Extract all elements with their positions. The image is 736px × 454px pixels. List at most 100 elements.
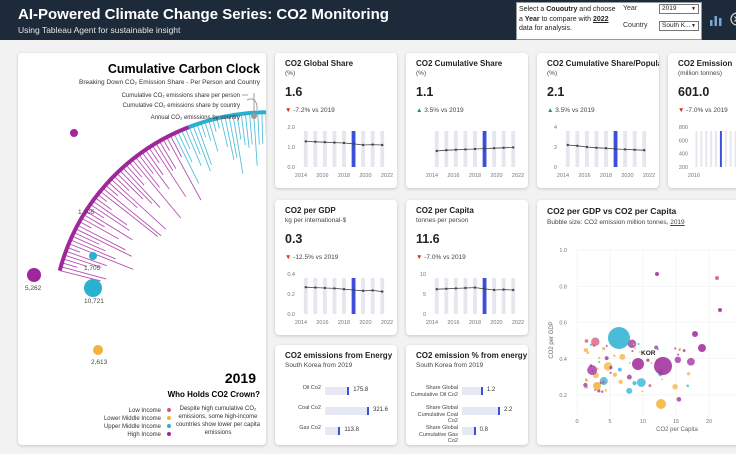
clock-bubble[interactable] bbox=[84, 279, 102, 297]
scatter-point[interactable] bbox=[585, 386, 589, 389]
scatter-point[interactable] bbox=[677, 353, 680, 356]
year-select[interactable]: 2019 ▼ bbox=[659, 4, 699, 14]
scatter-point[interactable] bbox=[605, 345, 608, 348]
scatter-point[interactable] bbox=[598, 356, 601, 360]
kpi-card[interactable]: CO2 Emission (million tonnes) 601.0 ▼ -7… bbox=[668, 53, 736, 188]
scatter-point[interactable] bbox=[586, 351, 590, 355]
kpi-bar[interactable] bbox=[729, 131, 732, 167]
scatter-point[interactable] bbox=[631, 350, 634, 353]
scatter-point[interactable] bbox=[612, 372, 618, 377]
scatter-point[interactable] bbox=[593, 382, 601, 390]
clock-bubble[interactable] bbox=[93, 345, 103, 355]
scatter-point[interactable] bbox=[646, 358, 650, 362]
scatter-point[interactable] bbox=[633, 347, 636, 350]
scatter-point[interactable] bbox=[654, 345, 659, 350]
scatter-point[interactable] bbox=[589, 343, 592, 346]
scatter-point[interactable] bbox=[613, 354, 616, 357]
scatter-point[interactable] bbox=[617, 367, 622, 372]
scatter-point[interactable] bbox=[718, 308, 722, 312]
kpi-bar[interactable] bbox=[511, 278, 516, 314]
scatter-point[interactable] bbox=[656, 348, 660, 351]
scatter-point[interactable] bbox=[584, 339, 589, 343]
scatter-point[interactable] bbox=[619, 353, 626, 360]
kpi-bar[interactable] bbox=[734, 131, 736, 167]
scatter-point[interactable] bbox=[648, 384, 652, 388]
scatter-point[interactable] bbox=[585, 378, 589, 382]
scatter-point[interactable] bbox=[632, 381, 637, 386]
scatter-point[interactable] bbox=[592, 344, 596, 347]
kpi-bar[interactable] bbox=[322, 131, 327, 167]
scatter-point[interactable] bbox=[632, 358, 644, 370]
kpi-bar[interactable] bbox=[380, 131, 385, 167]
scatter-point[interactable] bbox=[636, 378, 646, 387]
kpi-bar[interactable] bbox=[370, 278, 375, 314]
scatter-point[interactable] bbox=[608, 327, 630, 349]
scatter-point[interactable] bbox=[601, 390, 604, 393]
kpi-bar[interactable] bbox=[361, 278, 366, 314]
scatter-point[interactable] bbox=[618, 379, 623, 385]
scatter-point[interactable] bbox=[584, 386, 587, 389]
scatter-point[interactable] bbox=[596, 367, 599, 370]
kpi-bar[interactable] bbox=[719, 131, 722, 167]
energy-row[interactable]: Coal Co2 321.6 bbox=[275, 403, 397, 419]
scatter-point[interactable] bbox=[682, 349, 686, 352]
kpi-bar[interactable] bbox=[313, 131, 318, 167]
kpi-bar[interactable] bbox=[584, 131, 589, 167]
energy-row[interactable]: Share Global Cumulative Coal Co2 2.2 bbox=[406, 403, 528, 424]
energy-row[interactable]: Gas Co2 113.8 bbox=[275, 423, 397, 439]
scatter-point[interactable] bbox=[676, 396, 682, 402]
country-select[interactable]: South K... ▼ bbox=[659, 21, 699, 31]
kpi-bar[interactable] bbox=[715, 131, 717, 167]
scatter-point[interactable] bbox=[587, 365, 598, 376]
kpi-bar[interactable] bbox=[342, 131, 346, 167]
kpi-card[interactable]: CO2 Cumulative Share/Population (%) 2.1 … bbox=[537, 53, 659, 188]
scatter-point[interactable] bbox=[674, 347, 677, 350]
kpi-bar[interactable] bbox=[473, 278, 477, 314]
kpi-bar[interactable] bbox=[463, 278, 468, 314]
scatter-point[interactable] bbox=[609, 366, 613, 370]
energy-row[interactable]: Share Global Cumulative Gas Co2 0.8 bbox=[406, 423, 528, 444]
kpi-bar[interactable] bbox=[380, 278, 385, 314]
kpi-bar[interactable] bbox=[565, 131, 570, 167]
kpi-bar[interactable] bbox=[434, 131, 439, 167]
scatter-point[interactable] bbox=[650, 362, 653, 365]
kpi-bar[interactable] bbox=[642, 131, 647, 167]
energy-row[interactable]: Oil Co2 175.8 bbox=[275, 383, 397, 399]
scatter-point[interactable] bbox=[674, 356, 682, 364]
clock-bubble[interactable] bbox=[27, 268, 41, 282]
scatter-point[interactable] bbox=[591, 337, 600, 346]
kpi-bar[interactable] bbox=[332, 131, 337, 167]
kpi-bar[interactable] bbox=[501, 131, 506, 167]
kpi-card[interactable]: CO2 per GDP kg per international-$ 0.3 ▼… bbox=[275, 200, 397, 335]
kpi-bar[interactable] bbox=[453, 278, 458, 314]
clock-bubble[interactable] bbox=[89, 252, 97, 260]
scatter-point[interactable] bbox=[686, 357, 695, 366]
kpi-bar[interactable] bbox=[434, 278, 439, 314]
kpi-bar[interactable] bbox=[492, 278, 497, 314]
kpi-bar[interactable] bbox=[700, 131, 703, 167]
scatter-point[interactable] bbox=[604, 356, 609, 361]
scatter-point[interactable] bbox=[609, 371, 612, 374]
kpi-bar[interactable] bbox=[303, 131, 308, 167]
scatter-point[interactable] bbox=[597, 389, 601, 393]
kpi-bar[interactable] bbox=[322, 278, 327, 314]
scatter-point[interactable] bbox=[715, 276, 719, 280]
clock-bubble[interactable] bbox=[70, 129, 78, 137]
kpi-bar[interactable] bbox=[501, 278, 506, 314]
scatter-point[interactable] bbox=[632, 343, 635, 346]
kpi-bar[interactable] bbox=[303, 278, 308, 314]
kpi-bar[interactable] bbox=[332, 278, 337, 314]
kpi-bar[interactable] bbox=[594, 131, 599, 167]
kpi-bar[interactable] bbox=[724, 131, 727, 167]
kpi-bar[interactable] bbox=[710, 131, 713, 167]
kpi-bar[interactable] bbox=[695, 131, 698, 167]
scatter-point[interactable] bbox=[583, 347, 589, 353]
scatter-point[interactable] bbox=[637, 343, 640, 346]
scatter-point[interactable] bbox=[698, 344, 706, 352]
kpi-bar[interactable] bbox=[361, 131, 366, 167]
kpi-bar[interactable] bbox=[482, 278, 487, 314]
kpi-bar[interactable] bbox=[342, 278, 346, 314]
kpi-bar[interactable] bbox=[444, 278, 449, 314]
scatter-point[interactable] bbox=[626, 387, 633, 394]
kpi-bar[interactable] bbox=[370, 131, 375, 167]
